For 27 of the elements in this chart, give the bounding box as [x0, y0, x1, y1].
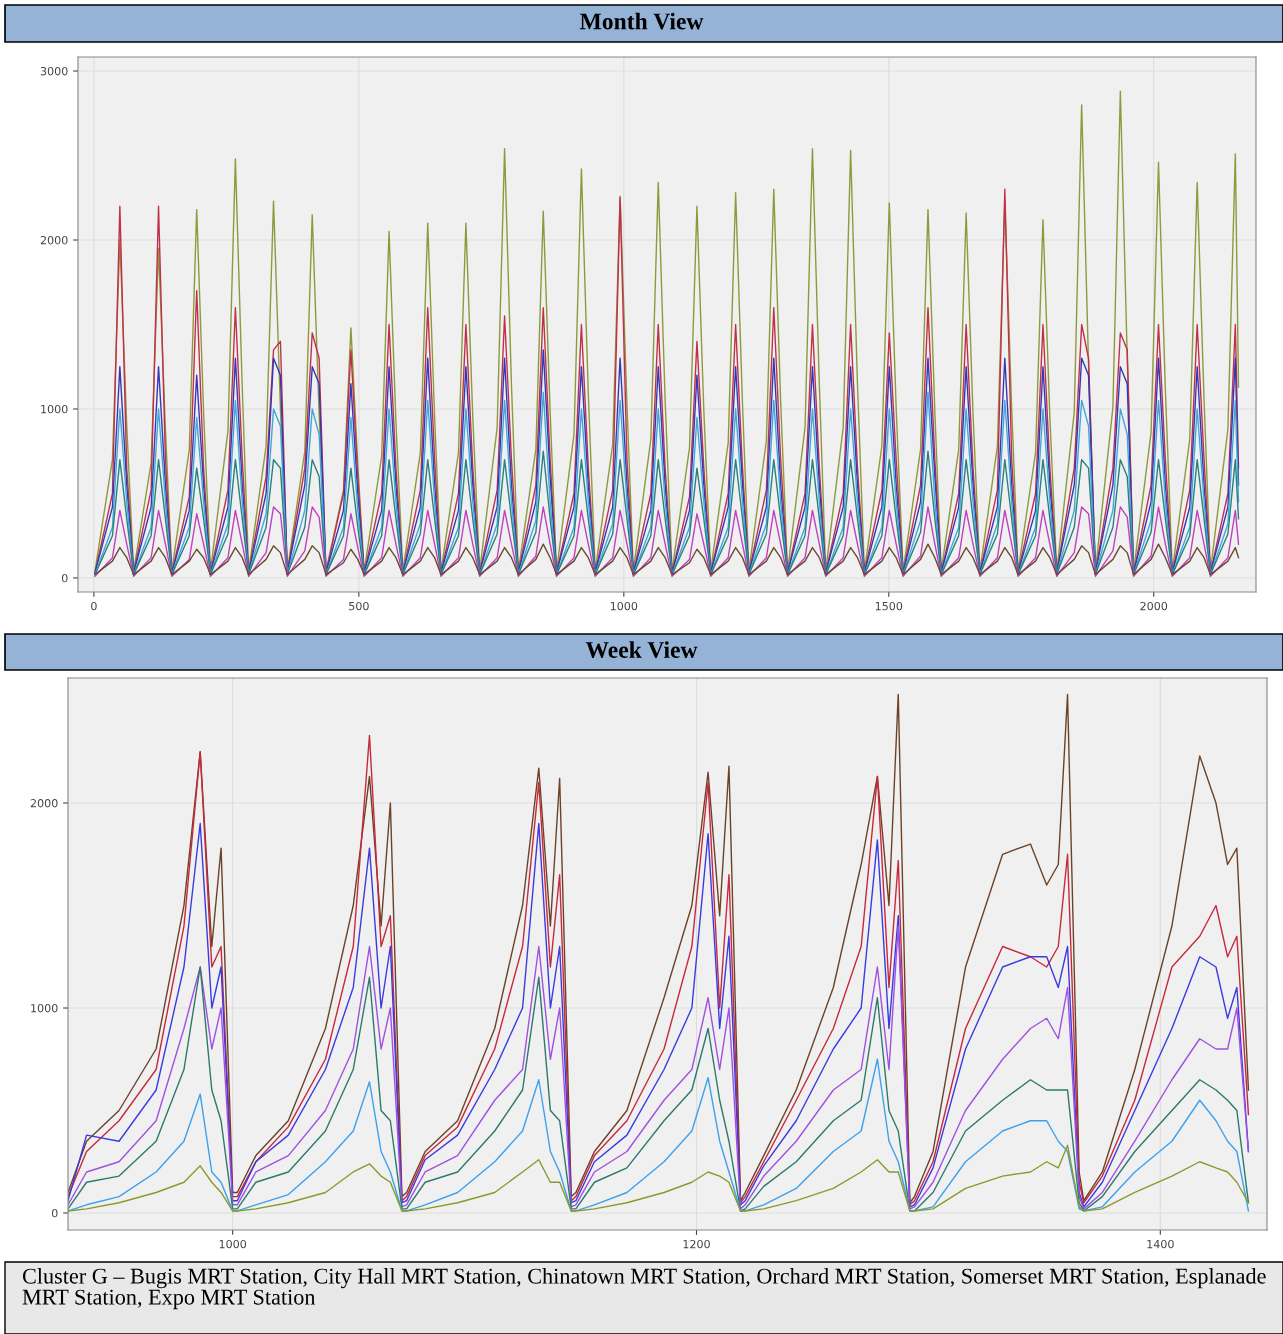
line-series — [94, 450, 1240, 576]
y-tick-label: 0 — [61, 573, 68, 583]
x-tick-label: 1400 — [1147, 1239, 1174, 1249]
line-series — [94, 90, 1240, 572]
x-tick-label: 500 — [349, 601, 369, 611]
y-tick-label: 1000 — [41, 404, 68, 414]
chart-title: Week View — [585, 641, 698, 659]
x-tick-label: 2000 — [1140, 601, 1168, 611]
x-tick-label: 1000 — [610, 601, 638, 611]
line-series — [94, 349, 1240, 574]
line-series — [68, 1058, 1250, 1212]
y-tick-label: 3000 — [40, 67, 68, 76]
chart-title: Month View — [579, 12, 704, 30]
x-tick-label: 1000 — [219, 1239, 247, 1249]
line-series — [94, 188, 1240, 574]
y-tick-label: 1000 — [31, 1003, 58, 1013]
line-series — [94, 543, 1240, 576]
line-series — [94, 506, 1240, 577]
x-tick-label: 1200 — [683, 1239, 710, 1249]
x-tick-label: 0 — [91, 601, 97, 611]
line-series — [68, 822, 1250, 1208]
y-tick-label: 2000 — [30, 799, 58, 808]
y-tick-label: 0 — [51, 1208, 58, 1218]
line-series — [68, 1144, 1250, 1212]
x-tick-label: 1500 — [875, 601, 903, 611]
y-tick-label: 2000 — [40, 235, 68, 245]
text: Cluster G – Bugis MRT Station, City Hall MRT Station, Chinatown MRT Station, Orchard MRT Station, Somerset MRT Station, Esplanade MRT Station, Expo MRT Station — [22, 1268, 1266, 1310]
